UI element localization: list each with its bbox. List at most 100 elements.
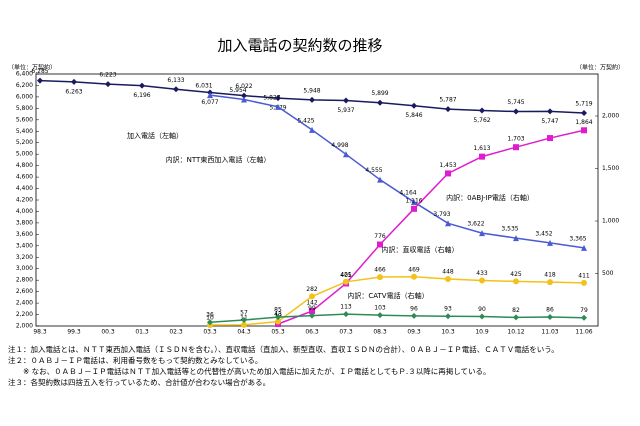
data-label: 1,864 — [575, 119, 592, 126]
data-label: 5,425 — [297, 117, 314, 124]
point — [547, 313, 553, 320]
y-unit: （単位：万契約） — [8, 64, 56, 72]
data-label: 466 — [374, 267, 386, 274]
y-tick-label: 3,000 — [16, 265, 33, 272]
data-label: 6,077 — [201, 99, 218, 106]
x-tick-label: 03.3 — [203, 329, 217, 336]
point — [581, 110, 587, 117]
point — [343, 151, 349, 158]
data-label: 57 — [240, 310, 248, 317]
point — [309, 293, 315, 300]
series-name: 内訳：NTT東西加入電話（左軸） — [166, 155, 271, 164]
point — [411, 102, 417, 109]
y2-tick-label: 1,000 — [602, 218, 619, 225]
data-label: 1,116 — [405, 197, 422, 204]
data-label: 776 — [374, 233, 386, 240]
point — [377, 274, 383, 281]
data-label: 4,164 — [399, 190, 416, 197]
point — [309, 308, 315, 315]
point — [309, 312, 315, 319]
y2-unit: （単位：万契約） — [576, 64, 624, 72]
y-tick-label: 4,600 — [16, 174, 33, 181]
data-label: 5,747 — [541, 118, 558, 125]
y-tick-label: 2,600 — [16, 288, 33, 295]
point — [479, 277, 485, 284]
x-tick-label: 10.3 — [441, 329, 455, 336]
y-tick-label: 2,200 — [16, 311, 33, 318]
data-label: 5,937 — [337, 107, 354, 114]
point — [309, 96, 315, 103]
chart-title: 加入電話の契約数の推移 — [217, 37, 382, 55]
x-tick-label: 10.9 — [475, 329, 489, 336]
point — [479, 107, 485, 114]
x-tick-label: 11.06 — [575, 329, 592, 336]
data-label: 6,031 — [195, 83, 212, 90]
y-tick-label: 6,200 — [16, 82, 33, 89]
data-label: 1,703 — [507, 136, 524, 143]
point — [445, 220, 451, 227]
data-label: 3,793 — [433, 211, 450, 218]
point — [513, 314, 519, 321]
data-label: 5,948 — [303, 87, 320, 94]
y-tick-label: 4,200 — [16, 197, 33, 204]
point — [139, 82, 145, 89]
y-tick-label: 5,000 — [16, 151, 33, 158]
point — [105, 81, 111, 88]
data-label: 82 — [512, 307, 520, 314]
data-label: 6,263 — [65, 88, 82, 95]
data-label: 418 — [544, 272, 556, 279]
point — [411, 199, 417, 206]
data-label: 5,827 — [263, 94, 280, 101]
data-label: 5,745 — [507, 99, 524, 106]
point — [513, 144, 519, 151]
data-label: 433 — [476, 270, 488, 277]
note: 注１：加入電話とは、ＮＴＴ東西加入電話（ＩＳＤＮを含む。）、直収電話（直加入、新… — [8, 344, 559, 354]
series-name: 内訳：直収電話（右軸） — [382, 245, 459, 254]
point — [479, 153, 485, 160]
data-label: 5,954 — [229, 87, 246, 94]
point — [547, 279, 553, 286]
point — [173, 86, 179, 93]
data-label: 6,022 — [235, 83, 252, 90]
y2-tick-label: 500 — [602, 270, 614, 277]
point — [445, 106, 451, 113]
y2-tick-label: 1,500 — [602, 165, 619, 172]
point — [241, 321, 247, 328]
point — [309, 126, 315, 133]
data-label: 6,133 — [167, 77, 184, 84]
series-name: 内訳：0ABJ-IP電話（右軸） — [446, 193, 534, 202]
x-tick-label: 04.3 — [237, 329, 251, 336]
y-tick-label: 2,400 — [16, 300, 33, 307]
point — [377, 241, 383, 248]
data-label: 411 — [578, 272, 590, 279]
point — [275, 95, 281, 102]
point — [547, 135, 553, 142]
data-label: 5,787 — [439, 97, 456, 104]
note: 注２：０ＡＢＪ－ＩＰ電話は、利用番号数をもって契約数とみなしている。 — [8, 355, 262, 365]
data-label: 79 — [580, 307, 588, 314]
data-label: 1,613 — [473, 145, 490, 152]
y-tick-label: 4,800 — [16, 162, 33, 169]
data-label: 4,555 — [365, 167, 382, 174]
data-label: 282 — [306, 286, 318, 293]
data-label: 10 — [206, 314, 214, 321]
y-tick-label: 4,000 — [16, 208, 33, 215]
point — [207, 319, 213, 326]
y-tick-label: 2,800 — [16, 277, 33, 284]
y-tick-label: 2,000 — [16, 323, 33, 330]
y2-tick-label: 2,000 — [602, 113, 619, 120]
series-line — [209, 313, 585, 323]
point — [241, 92, 247, 99]
data-label: 5,762 — [473, 117, 490, 124]
y-tick-label: 5,800 — [16, 105, 33, 112]
series-line — [209, 94, 585, 249]
point — [411, 273, 417, 280]
point — [241, 96, 247, 103]
data-label: 6,223 — [99, 72, 116, 79]
data-label: 3,452 — [535, 230, 552, 237]
x-tick-label: 99.3 — [67, 329, 81, 336]
point — [411, 312, 417, 319]
series-name: 加入電話（左軸） — [127, 131, 183, 140]
note: 注３：各契約数は四捨五入を行っているため、合計値が合わない場合がある。 — [8, 377, 270, 387]
